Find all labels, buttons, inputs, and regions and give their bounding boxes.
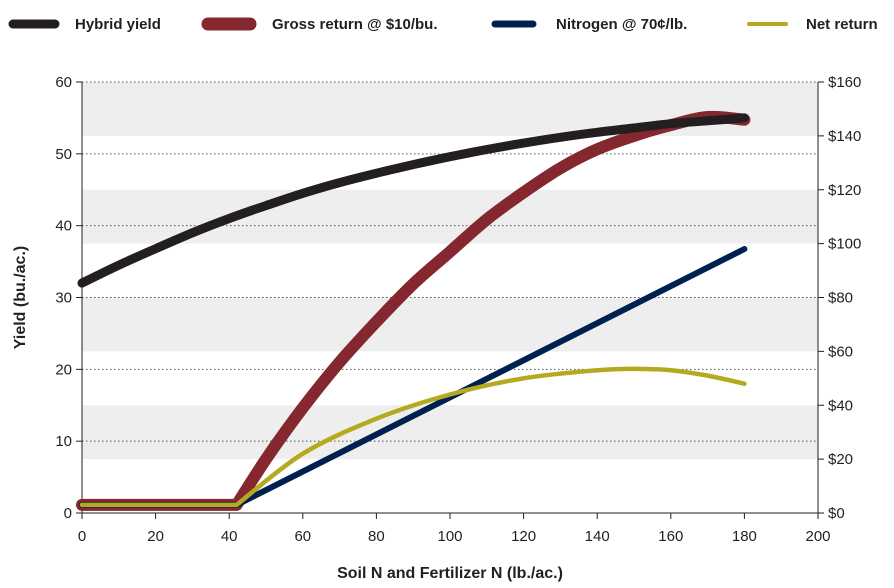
series-lines bbox=[76, 110, 751, 511]
y-right-tick-label: $80 bbox=[828, 290, 853, 307]
y-left-tick-label: 10 bbox=[55, 433, 72, 450]
y-right-tick-label: $60 bbox=[828, 343, 853, 360]
y-right-tick-label: $40 bbox=[828, 397, 853, 414]
x-tick-label: 0 bbox=[78, 528, 86, 545]
x-axis-title: Soil N and Fertilizer N (lb./ac.) bbox=[337, 565, 563, 582]
legend-label: Hybrid yield bbox=[75, 16, 161, 33]
x-tick-label: 160 bbox=[658, 528, 683, 545]
y-left-tick-label: 20 bbox=[55, 361, 72, 378]
legend-label: Net return bbox=[806, 16, 878, 33]
x-tick-label: 80 bbox=[368, 528, 385, 545]
y-axis-left-title: Yield (bu./ac.) bbox=[12, 246, 29, 349]
y-right-tick-label: $160 bbox=[828, 74, 861, 91]
series-line-3 bbox=[79, 366, 747, 508]
axis-labels: Soil N and Fertilizer N (lb./ac.) Yield (… bbox=[12, 246, 563, 582]
grid-band bbox=[82, 405, 818, 460]
grid-bands bbox=[82, 82, 818, 460]
y-left-tick-label: 0 bbox=[64, 505, 72, 522]
legend-label: Gross return @ $10/bu. bbox=[272, 16, 438, 33]
y-left-tick-label: 50 bbox=[55, 146, 72, 163]
x-tick-label: 140 bbox=[585, 528, 610, 545]
y-right-tick-label: $140 bbox=[828, 128, 861, 145]
y-right-tick-label: $20 bbox=[828, 451, 853, 468]
x-tick-label: 180 bbox=[732, 528, 757, 545]
y-right-tick-label: $100 bbox=[828, 236, 861, 253]
x-tick-label: 20 bbox=[147, 528, 164, 545]
y-left-tick-label: 60 bbox=[55, 74, 72, 91]
y-right-tick-label: $120 bbox=[828, 182, 861, 199]
grid-band bbox=[82, 297, 818, 352]
x-tick-label: 200 bbox=[805, 528, 830, 545]
x-tick-label: 60 bbox=[294, 528, 311, 545]
legend: Hybrid yield Gross return @ $10/bu. Nitrog… bbox=[8, 16, 878, 33]
grid-band bbox=[82, 82, 818, 136]
series-line-0 bbox=[77, 113, 749, 288]
x-tick-label: 120 bbox=[511, 528, 536, 545]
y-left-tick-label: 30 bbox=[55, 290, 72, 307]
y-right-tick-label: $0 bbox=[828, 505, 845, 522]
x-tick-label: 100 bbox=[437, 528, 462, 545]
grid-band bbox=[82, 189, 818, 244]
y-left-tick-label: 40 bbox=[55, 218, 72, 235]
axes: 0 10 20 30 40 50 60 $0 $20 $40 $60 $80 $100 $120 $140 $… bbox=[55, 74, 861, 545]
x-tick-label: 40 bbox=[221, 528, 238, 545]
legend-label: Nitrogen @ 70¢/lb. bbox=[556, 16, 687, 33]
